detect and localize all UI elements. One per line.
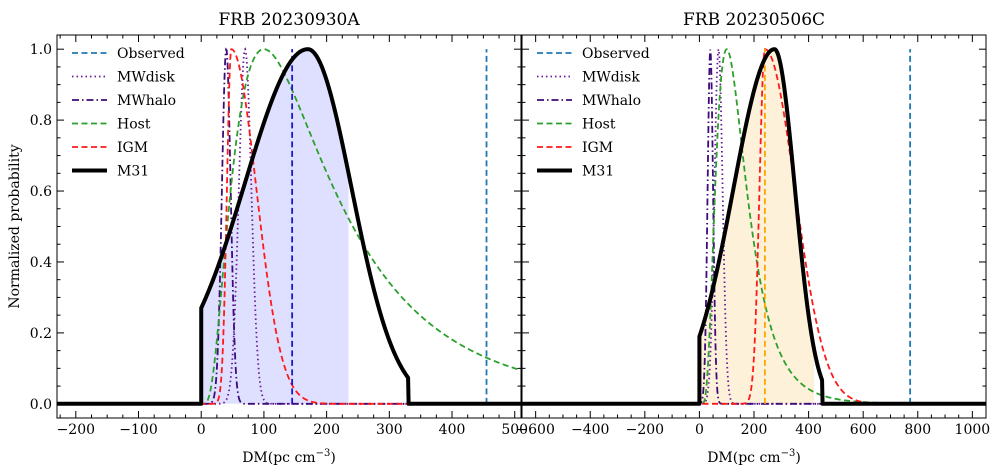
x-tick-label: 800	[904, 422, 931, 438]
y-tick-label: 1.0	[30, 42, 52, 58]
plot-area	[522, 47, 986, 406]
panel-frb-20230506c: −600 −400 −200 0 200 400 600 800 1000 FRB 2023050…	[516, 10, 990, 466]
legend: Observed MWdisk MWhalo Host IGM M31	[537, 46, 650, 180]
legend-label-m31: M31	[117, 164, 149, 180]
x-tick-label: 200	[741, 422, 768, 438]
x-axis-label-close: )	[330, 450, 335, 466]
x-tick-label: 400	[795, 422, 822, 438]
x-tick-label: −200	[57, 422, 95, 438]
y-tick-label: 0.8	[30, 113, 52, 129]
m31-curve	[57, 47, 521, 406]
legend-label-mwdisk: MWdisk	[582, 70, 640, 86]
y-axis	[522, 48, 986, 405]
x-tick-label: −400	[571, 422, 609, 438]
m31-curve	[522, 47, 986, 406]
y-tick-label: 0.2	[30, 326, 52, 342]
y-tick-label: 0.0	[30, 397, 52, 413]
legend-label-host: Host	[582, 117, 616, 133]
legend-label-observed: Observed	[582, 46, 650, 62]
legend-label-m31: M31	[582, 164, 614, 180]
x-tick-label: 100	[251, 422, 278, 438]
x-axis-label-main: DM(pc cm	[242, 450, 315, 466]
x-tick-label: −200	[626, 422, 664, 438]
legend: Observed MWdisk MWhalo Host IGM M31	[72, 46, 185, 180]
x-tick-label: 400	[439, 422, 466, 438]
x-tick-label: −600	[516, 422, 554, 438]
legend-label-host: Host	[117, 117, 151, 133]
m31-credible-region	[699, 49, 815, 404]
x-tick-label: 500	[501, 422, 528, 438]
legend-label-mwhalo: MWhalo	[117, 93, 176, 109]
x-axis: −600 −400 −200 0 200 400 600 800 1000	[516, 35, 990, 438]
legend-label-igm: IGM	[117, 140, 148, 156]
chart-title: FRB 20230506C	[683, 10, 825, 30]
x-axis-label-close: )	[795, 450, 800, 466]
panel-frb-20230930a: −200 −100 0 100 200 300 400 500 0.0 0.2 0.4 0.6 0.8 1…	[7, 10, 528, 466]
x-tick-label: 200	[313, 422, 340, 438]
x-tick-label: −100	[119, 422, 157, 438]
y-axis-label: Normalized probability	[7, 144, 23, 308]
x-tick-label: 1000	[955, 422, 991, 438]
x-tick-label: 0	[197, 422, 206, 438]
x-tick-label: 0	[695, 422, 704, 438]
x-axis: −200 −100 0 100 200 300 400 500	[57, 35, 528, 438]
y-axis: 0.0 0.2 0.4 0.6 0.8 1.0	[30, 42, 521, 413]
chart-title: FRB 20230930A	[218, 10, 360, 30]
m31-credible-region	[201, 49, 349, 404]
y-tick-label: 0.6	[30, 184, 52, 200]
plot-area	[57, 47, 521, 406]
x-axis-label-main: DM(pc cm	[707, 450, 780, 466]
y-tick-label: 0.4	[30, 255, 52, 271]
x-tick-label: 300	[376, 422, 403, 438]
x-axis-label: DM(pc cm−3)	[242, 448, 336, 466]
legend-label-observed: Observed	[117, 46, 185, 62]
x-axis-label-exponent: −3	[316, 448, 331, 459]
x-axis-label-exponent: −3	[781, 448, 796, 459]
legend-label-mwdisk: MWdisk	[117, 70, 175, 86]
legend-label-igm: IGM	[582, 140, 613, 156]
legend-label-mwhalo: MWhalo	[582, 93, 641, 109]
x-tick-label: 600	[850, 422, 877, 438]
x-axis-label: DM(pc cm−3)	[707, 448, 801, 466]
